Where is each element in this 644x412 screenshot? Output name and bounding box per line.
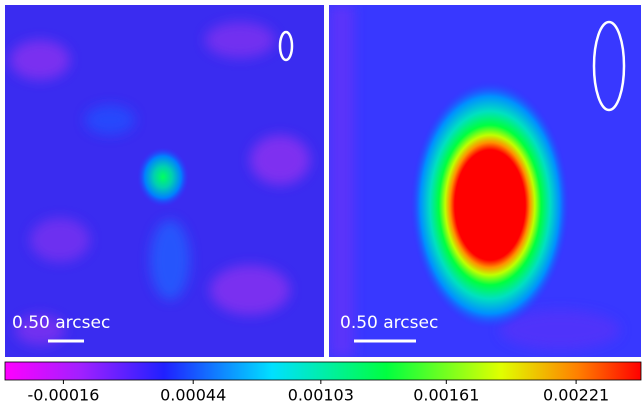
- source: [410, 80, 570, 330]
- tick-label: -0.00016: [27, 386, 99, 405]
- right-panel: 0.50 arcsec: [329, 5, 641, 357]
- scale-label: 0.50 arcsec: [340, 313, 438, 333]
- beam: [592, 20, 626, 112]
- tick-label: 0.00161: [413, 386, 479, 405]
- source: [137, 147, 189, 207]
- tick-label: 0.00103: [288, 386, 354, 405]
- beam: [278, 30, 294, 62]
- colorbar-ticks: -0.00016 0.00044 0.00103 0.00161 0.00221: [27, 380, 609, 405]
- colorbar: [4, 361, 642, 381]
- tick-label: 0.00044: [160, 386, 226, 405]
- scale-label: 0.50 arcsec: [12, 313, 110, 333]
- left-panel: 0.50 arcsec: [5, 5, 324, 357]
- tick-label: 0.00221: [543, 386, 609, 405]
